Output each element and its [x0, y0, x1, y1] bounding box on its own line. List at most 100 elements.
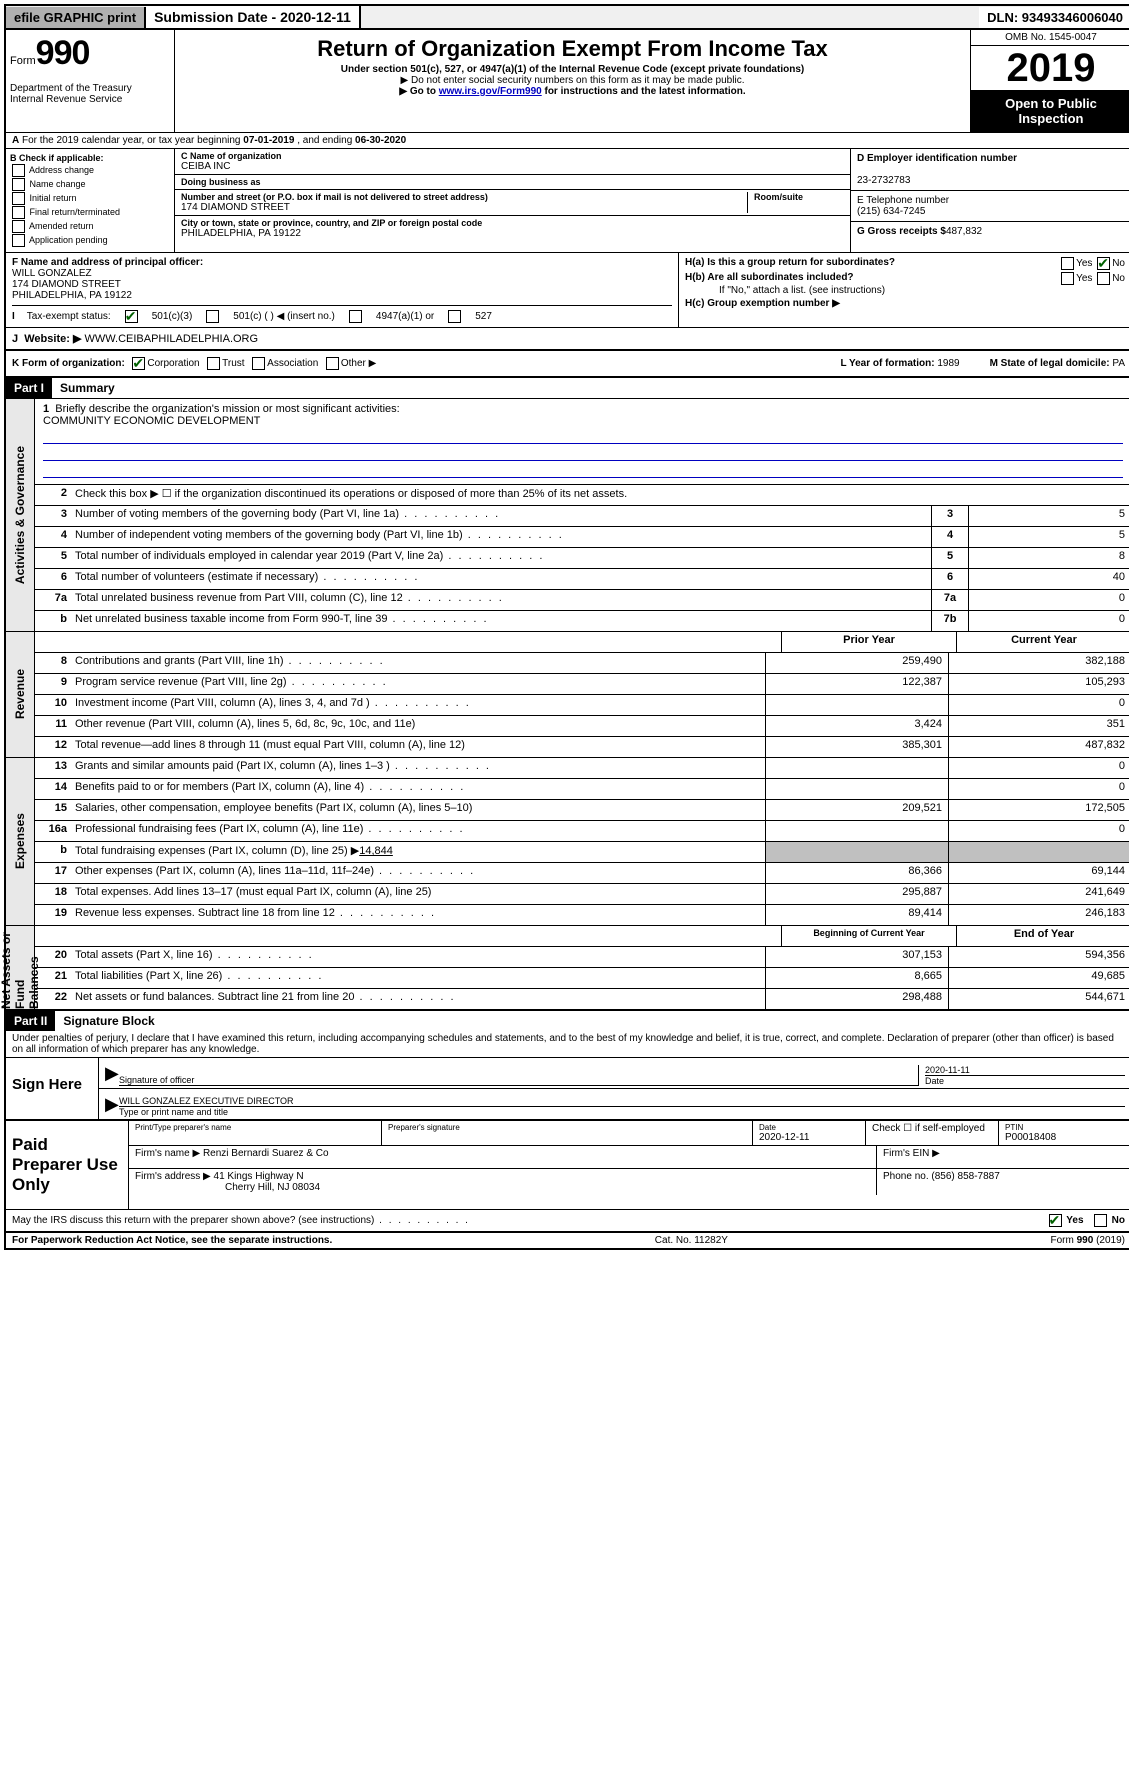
part1-title: Summary: [52, 378, 123, 398]
vtab-revenue: Revenue: [6, 632, 35, 757]
p14: [765, 779, 948, 799]
chk-discuss-no[interactable]: [1094, 1214, 1107, 1227]
l16b-text: Total fundraising expenses (Part IX, col…: [71, 842, 765, 862]
chk-initial-return[interactable]: Initial return: [10, 192, 170, 205]
chk-other[interactable]: [326, 357, 339, 370]
arrow-icon: ▶: [105, 1063, 119, 1084]
part2-title: Signature Block: [55, 1011, 162, 1031]
opt-501c: 501(c) ( ) ◀ (insert no.): [233, 311, 335, 322]
chk-name-change[interactable]: Name change: [10, 178, 170, 191]
opt-amended: Amended return: [29, 221, 94, 231]
chk-amended-return[interactable]: Amended return: [10, 220, 170, 233]
opt-trust: Trust: [222, 358, 244, 369]
officer-print-name: WILL GONZALEZ EXECUTIVE DIRECTOR: [119, 1096, 1125, 1107]
hb-yes: Yes: [1076, 273, 1092, 284]
vtab-expenses: Expenses: [6, 758, 35, 925]
l-label: L Year of formation:: [840, 358, 934, 369]
hdr-prior: Prior Year: [781, 632, 956, 652]
opt-name-change: Name change: [30, 179, 86, 189]
org-name: CEIBA INC: [181, 161, 230, 172]
c21: 49,685: [948, 968, 1129, 988]
m-label: M State of legal domicile:: [990, 358, 1110, 369]
section-governance: Activities & Governance 1 Briefly descri…: [6, 399, 1129, 632]
part1-tag: Part I: [6, 378, 52, 398]
mission-blank-2: [43, 446, 1123, 461]
submission-date: Submission Date - 2020-12-11: [146, 6, 361, 28]
vtab1-label: Activities & Governance: [13, 446, 27, 584]
prep-date-value: 2020-12-11: [759, 1132, 809, 1143]
firm-name-label: Firm's name ▶: [135, 1148, 200, 1159]
chk-hb-no[interactable]: [1097, 272, 1110, 285]
l1-value: COMMUNITY ECONOMIC DEVELOPMENT: [43, 415, 260, 427]
chk-association[interactable]: [252, 357, 265, 370]
l19-text: Revenue less expenses. Subtract line 18 …: [71, 905, 765, 925]
chk-application-pending[interactable]: Application pending: [10, 234, 170, 247]
p13: [765, 758, 948, 778]
form-note2: ▶ Go to www.irs.gov/Form990 for instruct…: [183, 86, 962, 97]
p10: [765, 695, 948, 715]
part2-tag: Part II: [6, 1011, 55, 1031]
l9-text: Program service revenue (Part VIII, line…: [71, 674, 765, 694]
chk-hb-yes[interactable]: [1061, 272, 1074, 285]
c8: 382,188: [948, 653, 1129, 673]
form-number: 990: [36, 34, 90, 73]
chk-address-change[interactable]: Address change: [10, 164, 170, 177]
hdr-begin: Beginning of Current Year: [781, 926, 956, 946]
l18-text: Total expenses. Add lines 13–17 (must eq…: [71, 884, 765, 904]
chk-discuss-yes[interactable]: [1049, 1214, 1062, 1227]
v3: 5: [968, 506, 1129, 526]
row-a-pre: For the 2019 calendar year, or tax year …: [22, 135, 243, 146]
ptin-label: PTIN: [1005, 1123, 1125, 1132]
k-label: K Form of organization:: [12, 358, 125, 369]
chk-4947[interactable]: [349, 310, 362, 323]
dept-treasury: Department of the Treasury: [10, 83, 170, 94]
c18: 241,649: [948, 884, 1129, 904]
ein-value: 23-2732783: [857, 175, 910, 186]
col-b-checkboxes: B Check if applicable: Address change Na…: [6, 149, 175, 252]
col-c-org: C Name of organization CEIBA INC Doing b…: [175, 149, 850, 252]
dept-irs: Internal Revenue Service: [10, 94, 170, 105]
footer-right: Form 990 (2019): [1051, 1235, 1125, 1246]
firm-addr2: Cherry Hill, NJ 08034: [135, 1182, 320, 1193]
irs-link[interactable]: www.irs.gov/Form990: [439, 86, 542, 97]
sig-officer-label: Signature of officer: [119, 1075, 194, 1085]
chk-ha-yes[interactable]: [1061, 257, 1074, 270]
ptin-value: P00018408: [1005, 1132, 1056, 1143]
prep-date-label: Date: [759, 1123, 859, 1132]
form-title: Return of Organization Exempt From Incom…: [183, 36, 962, 62]
p16a: [765, 821, 948, 841]
v7a: 0: [968, 590, 1129, 610]
firm-addr1: 41 Kings Highway N: [214, 1171, 304, 1182]
p16b-shade: [765, 842, 948, 862]
chk-final-return[interactable]: Final return/terminated: [10, 206, 170, 219]
discuss-yes: Yes: [1066, 1215, 1083, 1226]
chk-corporation[interactable]: [132, 357, 145, 370]
v6: 40: [968, 569, 1129, 589]
c11: 351: [948, 716, 1129, 736]
p11: 3,424: [765, 716, 948, 736]
mission-blank-3: [43, 463, 1123, 478]
l17-text: Other expenses (Part IX, column (A), lin…: [71, 863, 765, 883]
chk-ha-no[interactable]: [1097, 257, 1110, 270]
tax-year: 2019: [971, 46, 1129, 90]
p17: 86,366: [765, 863, 948, 883]
chk-527[interactable]: [448, 310, 461, 323]
p18: 295,887: [765, 884, 948, 904]
phone-value: (215) 634-7245: [857, 206, 925, 217]
c10: 0: [948, 695, 1129, 715]
chk-501c3[interactable]: [125, 310, 138, 323]
col-f-officer: F Name and address of principal officer:…: [6, 253, 679, 327]
v4: 5: [968, 527, 1129, 547]
chk-501c[interactable]: [206, 310, 219, 323]
efile-label[interactable]: efile GRAPHIC print: [6, 7, 146, 28]
chk-trust[interactable]: [207, 357, 220, 370]
hb-label: H(b) Are all subordinates included?: [685, 272, 854, 283]
row-a-end: 06-30-2020: [355, 135, 406, 146]
sig-date-value: 2020-11-11: [925, 1065, 1125, 1076]
e-label: E Telephone number: [857, 195, 949, 206]
top-bar: efile GRAPHIC print Submission Date - 20…: [4, 4, 1129, 30]
l-value: 1989: [937, 358, 959, 369]
check-self-employed: Check ☐ if self-employed: [872, 1123, 985, 1134]
col-h-group: H(a) Is this a group return for subordin…: [679, 253, 1129, 327]
form-prefix: Form: [10, 55, 36, 67]
